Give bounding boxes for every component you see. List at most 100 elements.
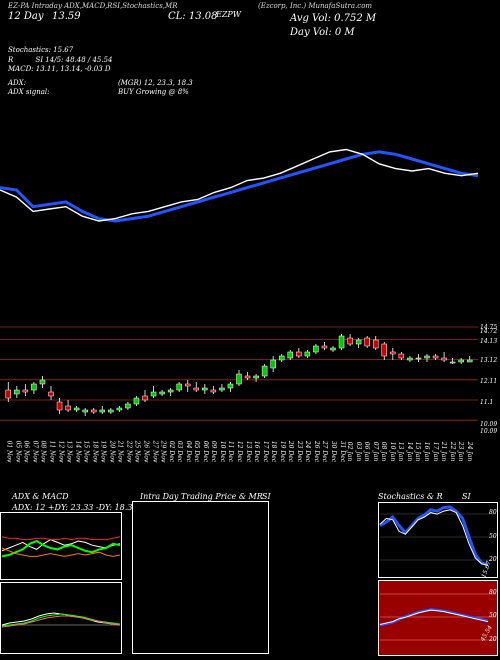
rsi-readout: R SI 14/5: 48.48 / 45.54 bbox=[8, 56, 113, 64]
candle-body bbox=[133, 397, 140, 405]
candle-body bbox=[116, 407, 123, 411]
avg-vol: Avg Vol: 0.752 M bbox=[290, 13, 377, 24]
intraday-panel bbox=[132, 501, 269, 654]
candle-body bbox=[31, 383, 37, 391]
stoch-tick-80: 80 bbox=[489, 509, 497, 516]
candle-body bbox=[202, 387, 208, 391]
top-strip: EZ-PA Intraday ADX,MACD,RSI,Stochastics,… bbox=[8, 2, 178, 10]
candle-body bbox=[108, 409, 114, 413]
candle-body bbox=[466, 359, 473, 363]
stoch-k-line bbox=[379, 505, 489, 566]
y-tick-label: 12.11 bbox=[480, 378, 498, 385]
moving-average-line bbox=[0, 150, 479, 223]
candle-body bbox=[321, 345, 328, 349]
day-vol: Day Vol: 0 M bbox=[290, 27, 355, 38]
stoch-tick-20: 20 bbox=[489, 556, 497, 563]
price-line bbox=[0, 148, 479, 222]
adx-values: (MGR) 12, 23.3, 18.3 bbox=[118, 79, 193, 87]
price-ma-chart bbox=[0, 148, 479, 223]
candlestick-chart bbox=[0, 326, 478, 421]
candle-body bbox=[142, 395, 148, 401]
minus-di-line bbox=[1, 547, 121, 557]
candle-body bbox=[424, 355, 430, 359]
candle-body bbox=[56, 401, 63, 411]
intraday-panel-suffix: SI bbox=[262, 492, 271, 501]
candle-body bbox=[184, 383, 191, 387]
day-price: 13.59 bbox=[52, 11, 81, 22]
rsi-white-line bbox=[379, 609, 489, 625]
candle-body bbox=[227, 383, 234, 389]
candle-body bbox=[441, 357, 447, 361]
adx-panel-title: ADX & MACD bbox=[12, 492, 69, 501]
candle-body bbox=[253, 375, 259, 379]
candle-body bbox=[193, 387, 200, 391]
adx-panel-values: ADX: 12 +DY: 23.33 -DY: 18.33 bbox=[12, 503, 138, 512]
candle-body bbox=[313, 345, 319, 353]
candle-body bbox=[364, 337, 370, 347]
rsi-tick-80: 80 bbox=[489, 589, 497, 596]
candle-body bbox=[270, 359, 276, 369]
candle-body bbox=[90, 409, 97, 413]
candle-body bbox=[432, 355, 439, 359]
candle-body bbox=[210, 389, 217, 393]
adx-signal: ADX signal: bbox=[8, 88, 50, 96]
candle-body bbox=[372, 339, 379, 349]
candle-body bbox=[381, 343, 388, 357]
candle-body bbox=[449, 361, 456, 364]
candle-body bbox=[347, 337, 353, 345]
rsi-tick-50: 50 bbox=[489, 612, 497, 619]
candle-body bbox=[390, 351, 396, 355]
adx-panel bbox=[0, 512, 122, 580]
stochastics-readout: Stochastics: 15.67 bbox=[8, 46, 74, 54]
macd-readout: MACD: 13.11, 13.14, -0.03 D bbox=[8, 65, 111, 73]
y-tick-label: 10.09 bbox=[480, 421, 498, 428]
candle-body bbox=[415, 357, 422, 360]
adx-red-line bbox=[1, 536, 121, 541]
plus-di-line bbox=[1, 539, 121, 558]
candle-body bbox=[287, 351, 294, 359]
candle-body bbox=[244, 375, 251, 379]
candle-body bbox=[48, 391, 54, 397]
y-tick-label: 14.72 bbox=[480, 328, 498, 335]
candle-body bbox=[125, 403, 131, 409]
candle-body bbox=[458, 359, 464, 363]
adx-signal-value: BUY Growing @ 8% bbox=[118, 88, 189, 96]
candle-body bbox=[176, 383, 182, 391]
candle-body bbox=[330, 347, 336, 351]
close-label: CL: 13.08 bbox=[168, 11, 218, 22]
stoch-panel-title: Stochastics & R bbox=[378, 492, 443, 501]
candle-body bbox=[39, 379, 46, 385]
candle-body bbox=[338, 335, 345, 349]
candle-body bbox=[236, 373, 242, 385]
stoch-panel-suffix: SI bbox=[462, 492, 471, 501]
adx-readout: ADX: bbox=[8, 79, 27, 87]
day-label: 12 Day bbox=[8, 11, 44, 22]
candle-body bbox=[65, 405, 71, 411]
candle-body bbox=[5, 389, 12, 399]
candle-body bbox=[261, 365, 268, 377]
candle-body bbox=[167, 389, 174, 393]
y-tick-label: 10.09 bbox=[480, 428, 498, 435]
stochastics-panel bbox=[378, 502, 498, 578]
candle-body bbox=[219, 387, 225, 391]
y-tick-label: 13.12 bbox=[480, 357, 498, 364]
stoch-tick-50: 50 bbox=[489, 533, 497, 540]
candle-body bbox=[99, 409, 106, 413]
macd-panel bbox=[0, 582, 122, 654]
rsi-blue-line bbox=[379, 608, 489, 627]
macd-hist-line bbox=[1, 615, 121, 628]
candle-body bbox=[14, 389, 20, 395]
symbol-line: (Ezcorp, Inc.) MunafaSutra.com bbox=[258, 2, 373, 10]
candle-body bbox=[407, 357, 413, 361]
candle-body bbox=[22, 389, 29, 393]
candle-body bbox=[278, 355, 285, 361]
candle-body bbox=[304, 351, 311, 357]
stoch-d-line bbox=[379, 509, 489, 566]
candle-body bbox=[159, 391, 165, 395]
candle-body bbox=[296, 351, 302, 357]
rsi-tick-20: 20 bbox=[489, 636, 497, 643]
candle-body bbox=[355, 339, 362, 345]
y-tick-label: 14.75 bbox=[480, 324, 498, 331]
candle-body bbox=[150, 391, 157, 397]
